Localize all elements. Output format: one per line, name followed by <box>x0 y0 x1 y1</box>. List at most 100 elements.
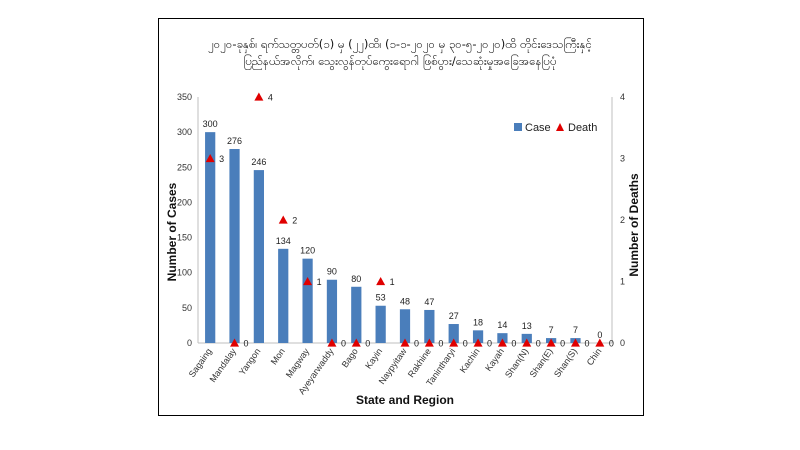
bar-value-label: 0 <box>597 330 602 340</box>
bar-case <box>497 333 508 343</box>
bar-value-label: 120 <box>300 246 315 256</box>
chart-legend: Case Death <box>514 122 597 134</box>
chart-title: ၂၀၂၀-ခုနှစ်၊ ရက်သတ္တပတ်(၁) မှ (၂၂)ထိ၊ (၁… <box>158 36 642 70</box>
bar-value-label: 13 <box>522 321 532 331</box>
bar-case <box>326 279 338 343</box>
y2-tick-label: 3 <box>620 154 625 164</box>
y2-tick-label: 0 <box>620 338 625 348</box>
y-tick-label: 200 <box>177 197 192 207</box>
death-marker <box>230 338 240 347</box>
death-marker <box>522 338 532 347</box>
x-tick-label: Chin <box>585 346 604 367</box>
chart-title-line2: ပြည်နယ်အလိုက်၊ သွေးလွန်တုပ်ကွေးရောဂါ ဖြစ… <box>243 54 557 68</box>
y2-tick-label: 2 <box>620 215 625 225</box>
y-tick-label: 350 <box>177 92 192 102</box>
death-value-label: 0 <box>487 339 492 349</box>
bar-value-label: 276 <box>227 136 242 146</box>
y2-tick-label: 4 <box>620 92 625 102</box>
death-marker <box>205 154 215 163</box>
death-marker <box>400 338 410 347</box>
death-value-label: 0 <box>536 339 541 349</box>
bar-value-label: 134 <box>276 236 291 246</box>
death-value-label: 0 <box>609 339 614 349</box>
x-tick-label: Bago <box>340 346 360 369</box>
chart-death-markers <box>205 92 605 347</box>
y-tick-label: 250 <box>177 162 192 172</box>
y-tick-label: 50 <box>182 303 192 313</box>
y2-tick-label: 1 <box>620 277 625 287</box>
bar-case <box>375 305 386 343</box>
death-value-label: 0 <box>244 339 249 349</box>
bar-value-label: 246 <box>251 157 266 167</box>
death-marker <box>570 338 580 347</box>
bar-value-label: 7 <box>549 325 554 335</box>
bar-case <box>302 258 313 343</box>
death-value-label: 0 <box>365 339 370 349</box>
y-tick-label: 150 <box>177 233 192 243</box>
bar-case <box>351 286 362 343</box>
death-value-label: 0 <box>511 339 516 349</box>
death-marker <box>595 338 605 347</box>
bar-value-label: 300 <box>203 119 218 129</box>
death-marker <box>351 338 361 347</box>
death-value-label: 0 <box>584 339 589 349</box>
death-marker <box>254 92 264 101</box>
death-value-label: 0 <box>414 339 419 349</box>
bar-value-label: 90 <box>327 267 337 277</box>
death-value-label: 1 <box>317 277 322 287</box>
legend-death-swatch <box>556 123 564 131</box>
x-tick-label: Shan(E) <box>528 346 555 379</box>
x-tick-label: Kachin <box>458 346 482 374</box>
x-tick-label: Kayah <box>483 346 506 373</box>
x-tick-label: Mon <box>269 346 287 366</box>
y-tick-label: 300 <box>177 127 192 137</box>
bar-value-label: 7 <box>573 325 578 335</box>
x-tick-label: Shan(S) <box>552 346 579 379</box>
bar-value-label: 80 <box>351 274 361 284</box>
chart-bars <box>205 132 581 343</box>
legend-death-label: Death <box>568 122 597 134</box>
bar-case <box>205 132 216 343</box>
death-marker <box>303 277 313 286</box>
death-marker <box>497 338 507 347</box>
bar-case <box>424 309 435 343</box>
bar-case <box>278 248 289 343</box>
death-marker <box>546 338 556 347</box>
death-marker <box>376 277 386 286</box>
y-axis-title: Number of Cases <box>165 182 179 281</box>
bar-value-label: 18 <box>473 317 483 327</box>
death-value-label: 3 <box>219 154 224 164</box>
chart-title-line1: ၂၀၂၀-ခုနှစ်၊ ရက်သတ္တပတ်(၁) မှ (၂၂)ထိ၊ (၁… <box>208 37 592 51</box>
death-value-label: 2 <box>292 216 297 226</box>
death-value-label: 1 <box>390 277 395 287</box>
death-marker <box>424 338 434 347</box>
x-tick-label: Kayin <box>363 346 384 370</box>
bar-value-label: 47 <box>424 297 434 307</box>
death-value-label: 0 <box>560 339 565 349</box>
death-marker <box>327 338 337 347</box>
bar-case <box>229 149 240 343</box>
death-marker <box>473 338 483 347</box>
chart-axes: 05010015020025030035001234SagaingMandala… <box>177 92 625 396</box>
death-value-label: 0 <box>438 339 443 349</box>
bar-case <box>472 330 484 343</box>
x-axis-title: State and Region <box>356 393 454 407</box>
bar-case <box>448 324 459 343</box>
death-marker <box>449 338 459 347</box>
y2-axis-title: Number of Deaths <box>627 173 641 277</box>
death-value-label: 0 <box>463 339 468 349</box>
legend-case-swatch <box>514 123 522 131</box>
y-tick-label: 0 <box>187 338 192 348</box>
bar-case <box>253 170 264 343</box>
x-tick-label: Shan(N) <box>503 346 530 379</box>
x-tick-label: Yangon <box>237 346 263 377</box>
bar-case <box>399 309 411 343</box>
death-value-label: 0 <box>341 339 346 349</box>
bar-value-label: 53 <box>376 293 386 303</box>
bar-case <box>521 333 532 343</box>
bar-value-label: 48 <box>400 296 410 306</box>
death-marker <box>278 215 288 224</box>
bar-value-label: 14 <box>497 320 507 330</box>
